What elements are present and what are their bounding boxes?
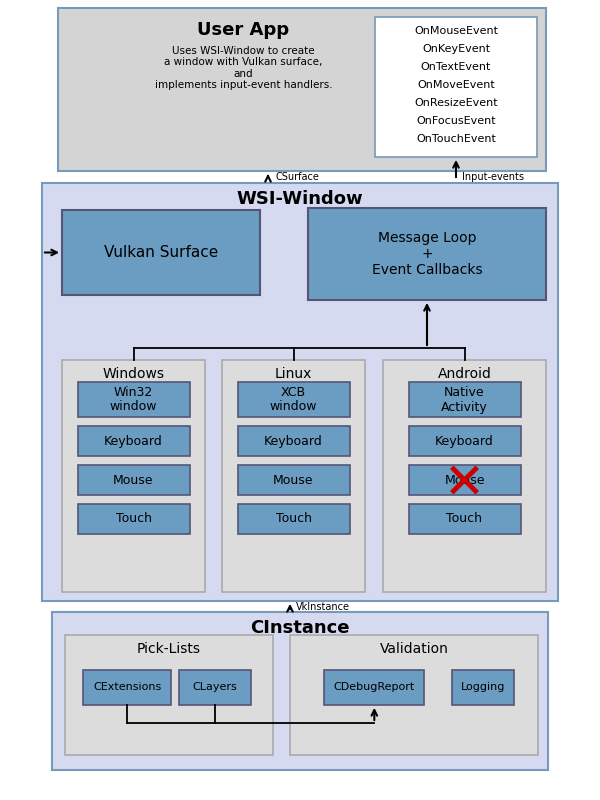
- Text: OnResizeEvent: OnResizeEvent: [414, 98, 498, 108]
- Text: OnKeyEvent: OnKeyEvent: [422, 44, 490, 54]
- Text: CInstance: CInstance: [250, 619, 350, 637]
- Text: Pick-Lists: Pick-Lists: [137, 642, 201, 656]
- Bar: [65, 635, 273, 755]
- Text: Mouse: Mouse: [444, 474, 485, 486]
- Bar: [290, 635, 538, 755]
- Text: Touch: Touch: [446, 513, 482, 526]
- Text: Keyboard: Keyboard: [435, 434, 494, 447]
- Text: Validation: Validation: [380, 642, 448, 656]
- Bar: [238, 504, 349, 534]
- Bar: [238, 382, 349, 417]
- Bar: [52, 612, 548, 770]
- Bar: [77, 382, 190, 417]
- Bar: [58, 8, 546, 171]
- Text: Keyboard: Keyboard: [264, 434, 323, 447]
- Text: Mouse: Mouse: [113, 474, 154, 486]
- Text: XCB
window: XCB window: [270, 386, 317, 414]
- Bar: [62, 360, 205, 592]
- Text: WSI-Window: WSI-Window: [236, 190, 364, 208]
- Bar: [238, 465, 349, 495]
- Text: CLayers: CLayers: [193, 682, 237, 693]
- Bar: [383, 360, 546, 592]
- Text: Touch: Touch: [275, 513, 311, 526]
- Text: Message Loop
+
Event Callbacks: Message Loop + Event Callbacks: [371, 230, 482, 278]
- Text: Native
Activity: Native Activity: [441, 386, 488, 414]
- Text: CExtensions: CExtensions: [93, 682, 161, 693]
- Bar: [409, 426, 521, 456]
- Bar: [62, 210, 260, 295]
- Text: User App: User App: [197, 21, 290, 39]
- Bar: [375, 17, 537, 157]
- Text: CDebugReport: CDebugReport: [334, 682, 415, 693]
- Text: Vulkan Surface: Vulkan Surface: [104, 245, 218, 260]
- Bar: [42, 183, 558, 601]
- Text: Uses WSI-Window to create
a window with Vulkan surface,
and
implements input-eve: Uses WSI-Window to create a window with …: [155, 46, 332, 90]
- Bar: [409, 504, 521, 534]
- Text: Logging: Logging: [461, 682, 506, 693]
- Bar: [222, 360, 365, 592]
- Bar: [238, 426, 349, 456]
- Bar: [325, 670, 424, 705]
- Text: VkInstance: VkInstance: [296, 602, 350, 612]
- Bar: [409, 465, 521, 495]
- Text: Win32
window: Win32 window: [110, 386, 157, 414]
- Bar: [308, 208, 546, 300]
- Bar: [77, 465, 190, 495]
- Bar: [409, 382, 521, 417]
- Text: Keyboard: Keyboard: [104, 434, 163, 447]
- Text: OnMoveEvent: OnMoveEvent: [417, 80, 495, 90]
- Text: CSurface: CSurface: [275, 172, 319, 182]
- Text: OnTextEvent: OnTextEvent: [421, 62, 491, 72]
- Bar: [77, 426, 190, 456]
- Text: Touch: Touch: [115, 513, 151, 526]
- Text: Input-events: Input-events: [462, 172, 524, 182]
- Text: Windows: Windows: [103, 367, 164, 381]
- Bar: [83, 670, 172, 705]
- Bar: [179, 670, 251, 705]
- Bar: [452, 670, 514, 705]
- Text: Linux: Linux: [275, 367, 312, 381]
- Text: OnTouchEvent: OnTouchEvent: [416, 134, 496, 144]
- Text: OnMouseEvent: OnMouseEvent: [414, 26, 498, 36]
- Bar: [77, 504, 190, 534]
- Text: Mouse: Mouse: [273, 474, 314, 486]
- Text: OnFocusEvent: OnFocusEvent: [416, 116, 496, 126]
- Text: Android: Android: [437, 367, 491, 381]
